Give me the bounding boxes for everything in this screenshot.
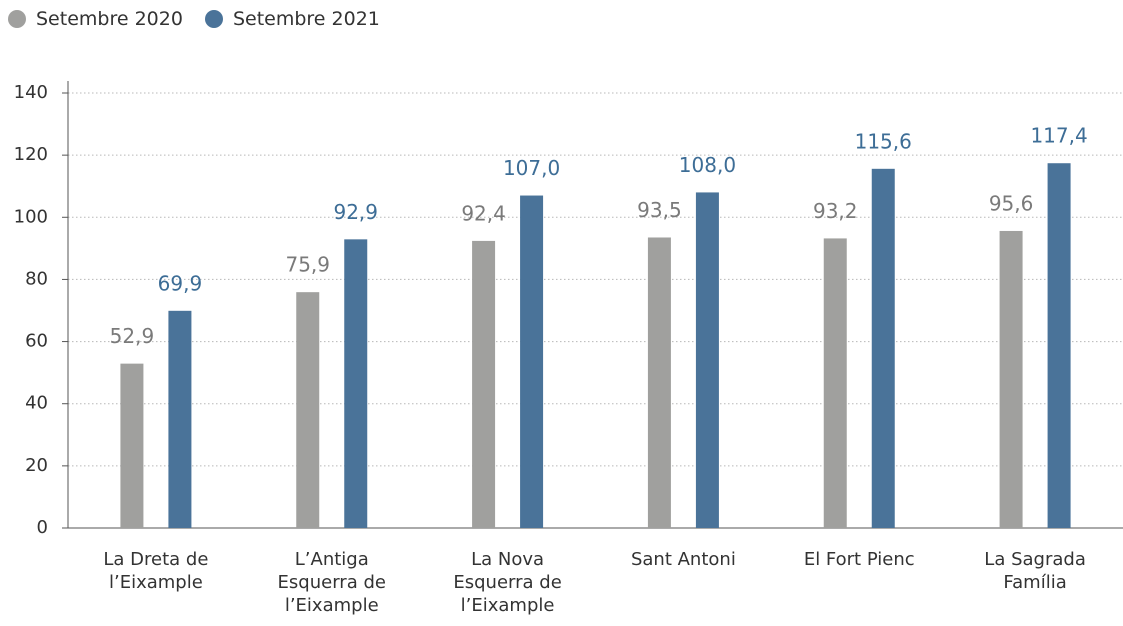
legend-item: Setembre 2021 <box>204 8 380 30</box>
value-label: 115,6 <box>855 129 912 153</box>
value-label: 69,9 <box>158 271 203 295</box>
value-label: 93,2 <box>813 199 858 223</box>
bar <box>647 237 671 528</box>
bar <box>296 292 320 528</box>
bar <box>472 240 496 528</box>
x-tick-label: Sant Antoni <box>630 549 736 570</box>
legend-item: Setembre 2020 <box>8 8 183 30</box>
bar <box>344 239 368 528</box>
bar <box>520 195 544 529</box>
value-label: 95,6 <box>989 191 1034 215</box>
value-label: 107,0 <box>503 156 560 180</box>
bar <box>999 230 1023 528</box>
bar <box>168 310 192 528</box>
value-label: 108,0 <box>679 153 736 177</box>
y-tick-label: 20 <box>25 455 48 476</box>
x-tick-label: La Sagrada Família <box>984 549 1086 593</box>
bar <box>871 168 895 529</box>
legend-label: Setembre 2021 <box>232 8 380 30</box>
bar <box>695 192 719 528</box>
y-tick-label: 100 <box>14 206 48 227</box>
y-tick-label: 140 <box>14 82 48 103</box>
x-tick-label: La Dreta de l’Eixample <box>103 549 209 593</box>
legend-swatch <box>8 10 26 28</box>
x-tick-label: L’Antiga Esquerra de l’Eixample <box>277 549 386 616</box>
y-tick-label: 80 <box>25 268 48 289</box>
bar <box>823 238 847 528</box>
value-label: 117,4 <box>1030 124 1087 148</box>
value-label: 92,9 <box>333 200 378 224</box>
value-label: 75,9 <box>285 253 330 277</box>
legend: Setembre 2020 Setembre 2021 <box>8 8 380 30</box>
y-tick-label: 40 <box>25 393 48 414</box>
y-tick-label: 120 <box>14 144 48 165</box>
bar <box>1047 163 1071 528</box>
value-label: 52,9 <box>110 324 155 348</box>
y-tick-label: 60 <box>25 331 48 352</box>
x-tick-label: El Fort Pienc <box>803 549 915 570</box>
x-tick-label: La Nova Esquerra de l’Eixample <box>453 549 562 616</box>
legend-label: Setembre 2020 <box>36 8 183 30</box>
value-label: 92,4 <box>461 201 506 225</box>
value-label: 93,5 <box>637 198 682 222</box>
legend-swatch <box>204 10 223 28</box>
bar <box>120 363 144 528</box>
y-tick-label: 0 <box>37 517 48 538</box>
